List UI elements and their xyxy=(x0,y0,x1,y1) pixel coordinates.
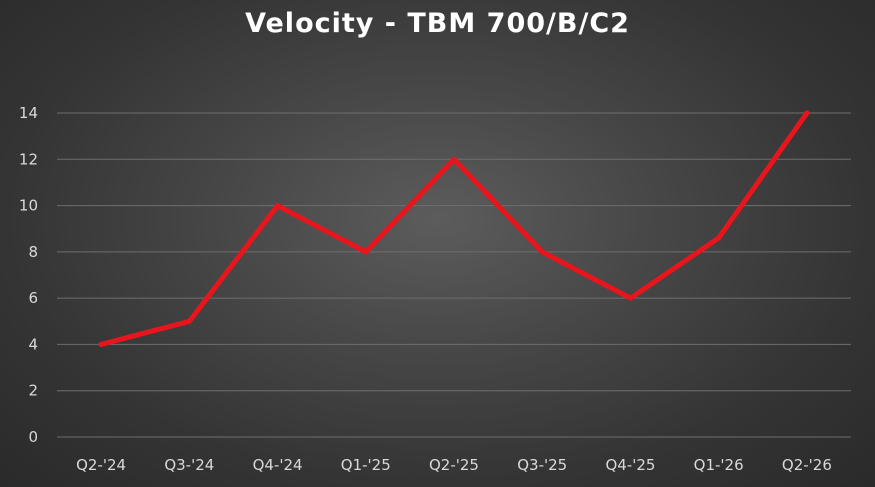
x-tick-label: Q4-'24 xyxy=(253,456,303,474)
y-tick-label: 0 xyxy=(28,428,38,446)
y-tick-label: 10 xyxy=(19,197,38,215)
chart-title: Velocity - TBM 700/B/C2 xyxy=(245,8,630,39)
y-tick-label: 8 xyxy=(28,243,38,261)
data-point xyxy=(98,341,104,347)
series-line xyxy=(98,110,810,347)
x-tick-label: Q1-'26 xyxy=(694,456,744,474)
y-tick-label: 14 xyxy=(19,104,38,122)
x-tick-label: Q4-'25 xyxy=(605,456,655,474)
x-tick-label: Q2-'26 xyxy=(782,456,832,474)
y-tick-label: 12 xyxy=(19,150,38,168)
y-axis-ticks: 0 2 4 6 8 10 12 14 xyxy=(19,104,38,446)
y-tick-label: 4 xyxy=(28,335,38,353)
x-tick-label: Q3-'24 xyxy=(164,456,214,474)
x-tick-label: Q2-'25 xyxy=(429,456,479,474)
x-tick-label: Q1-'25 xyxy=(341,456,391,474)
grid-lines xyxy=(57,112,851,438)
series-layer xyxy=(98,110,810,347)
data-point xyxy=(716,235,722,241)
data-point xyxy=(451,156,457,162)
y-tick-label: 6 xyxy=(28,289,38,307)
data-point xyxy=(275,203,281,209)
data-point xyxy=(186,318,192,324)
x-tick-label: Q2-'24 xyxy=(76,456,126,474)
y-tick-label: 2 xyxy=(28,382,38,400)
x-axis-ticks: Q2-'24 Q3-'24 Q4-'24 Q1-'25 Q2-'25 Q3-'25 Q4-'… xyxy=(76,456,832,474)
data-point xyxy=(363,249,369,255)
x-tick-label: Q3-'25 xyxy=(517,456,567,474)
data-point xyxy=(804,110,810,116)
data-point xyxy=(539,249,545,255)
data-point xyxy=(627,295,633,301)
